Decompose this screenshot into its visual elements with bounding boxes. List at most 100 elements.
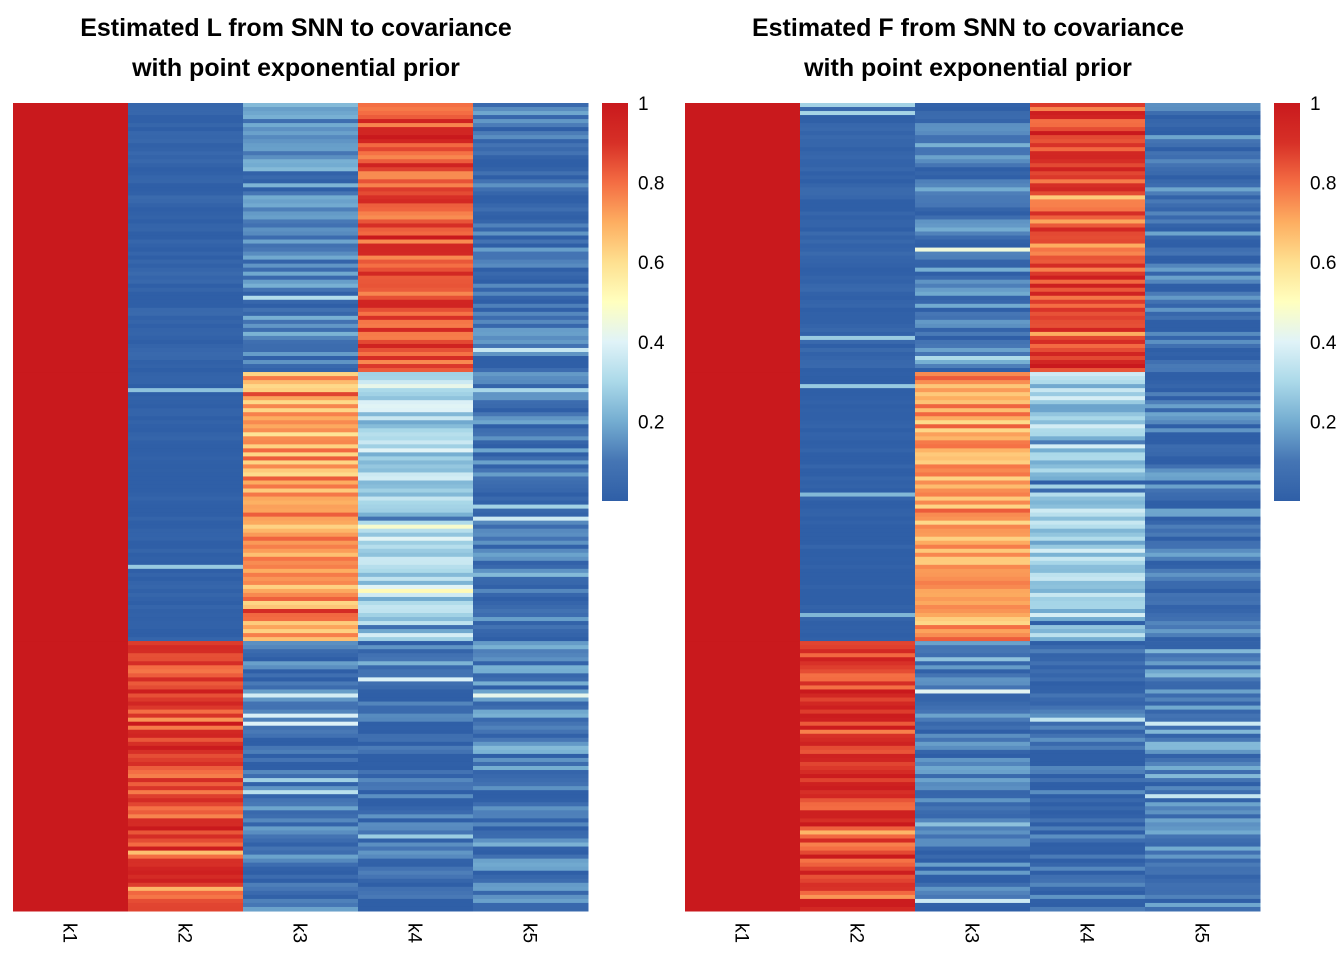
heatmap-stripe	[128, 798, 244, 803]
heatmap-stripe	[473, 460, 589, 465]
heatmap-stripe	[800, 818, 916, 823]
heatmap-stripe	[473, 163, 589, 168]
heatmap-stripe	[473, 524, 589, 530]
heatmap-stripe	[1030, 717, 1146, 723]
heatmap-stripe	[1145, 480, 1261, 485]
heatmap-stripe	[358, 408, 474, 413]
heatmap-stripe	[128, 291, 244, 297]
heatmap-stripe	[358, 227, 474, 232]
heatmap-stripe	[243, 147, 359, 152]
heatmap-stripe	[800, 127, 916, 132]
heatmap-stripe	[128, 741, 244, 747]
heatmap-stripe	[1145, 211, 1261, 216]
heatmap-stripe	[800, 778, 916, 783]
heatmap-stripe	[915, 107, 1031, 112]
heatmap-stripe	[358, 452, 474, 457]
heatmap-stripe	[800, 568, 916, 574]
heatmap-stripe	[243, 798, 359, 803]
heatmap-stripe	[1145, 319, 1261, 325]
heatmap-stripe	[1030, 175, 1146, 180]
heatmap-stripe	[915, 420, 1031, 425]
heatmap-stripe	[243, 259, 359, 265]
heatmap-stripe	[358, 396, 474, 401]
heatmap-stripe	[128, 452, 244, 457]
heatmap-stripe	[128, 215, 244, 220]
heatmap-stripe	[243, 898, 359, 904]
heatmap-stripe	[358, 311, 474, 317]
heatmap-stripe	[128, 609, 244, 614]
heatmap-stripe	[1145, 315, 1261, 321]
heatmap-stripe	[1030, 215, 1146, 220]
heatmap-stripe	[128, 356, 244, 361]
heatmap-stripe	[1145, 456, 1261, 461]
heatmap-stripe	[1030, 179, 1146, 184]
heatmap-stripe	[473, 902, 589, 908]
heatmap-stripe	[473, 580, 589, 586]
heatmap-stripe	[358, 307, 474, 313]
heatmap-stripe	[1145, 223, 1261, 228]
heatmap-stripe	[915, 263, 1031, 269]
heatmap-stripe	[243, 681, 359, 686]
heatmap-stripe	[243, 464, 359, 469]
heatmap-stripe	[358, 866, 474, 872]
heatmap-stripe	[800, 432, 916, 437]
heatmap-stripe	[358, 215, 474, 220]
heatmap-stripe	[800, 207, 916, 212]
heatmap-stripe	[1145, 834, 1261, 839]
heatmap-stripe	[800, 902, 916, 908]
heatmap-stripe	[128, 838, 244, 843]
heatmap-stripe	[1145, 123, 1261, 128]
heatmap-stripe	[473, 649, 589, 654]
heatmap-stripe	[358, 898, 474, 904]
heatmap-stripe	[915, 536, 1031, 542]
heatmap-stripe	[915, 653, 1031, 658]
heatmap-stripe	[473, 107, 589, 112]
heatmap-stripe	[473, 488, 589, 493]
heatmap-stripe	[800, 858, 916, 864]
heatmap-stripe	[243, 412, 359, 417]
heatmap-stripe	[1030, 123, 1146, 128]
heatmap-stripe	[358, 874, 474, 880]
heatmap-stripe	[473, 179, 589, 184]
heatmap-stripe	[800, 500, 916, 505]
heatmap-stripe	[1030, 613, 1146, 618]
heatmap-stripe	[1030, 814, 1146, 819]
heatmap-stripe	[1145, 625, 1261, 630]
heatmap-stripe	[358, 131, 474, 136]
column-label-k3: k3	[289, 923, 310, 943]
heatmap-stripe	[1030, 866, 1146, 872]
heatmap-stripe	[243, 396, 359, 401]
heatmap-stripe	[243, 335, 359, 341]
heatmap-stripe	[128, 733, 244, 739]
heatmap-stripe	[128, 810, 244, 815]
heatmap-stripe	[915, 802, 1031, 807]
heatmap-stripe	[358, 155, 474, 160]
heatmap-stripe	[128, 568, 244, 574]
heatmap-stripe	[473, 761, 589, 767]
heatmap-stripe	[915, 584, 1031, 590]
heatmap-stripe	[1030, 592, 1146, 598]
heatmap-stripe	[473, 798, 589, 803]
heatmap-stripe	[1030, 886, 1146, 892]
heatmap-stripe	[128, 448, 244, 453]
heatmap-stripe	[800, 143, 916, 148]
heatmap-stripe	[358, 167, 474, 172]
heatmap-stripe	[1145, 741, 1261, 747]
heatmap-stripe	[128, 737, 244, 743]
heatmap-stripe	[1145, 584, 1261, 590]
heatmap-stripe	[243, 111, 359, 116]
heatmap-stripe	[1030, 854, 1146, 860]
heatmap-stripe	[243, 802, 359, 807]
heatmap-stripe	[800, 412, 916, 417]
heatmap-stripe	[243, 175, 359, 180]
heatmap-stripe	[800, 657, 916, 662]
heatmap-stripe	[358, 709, 474, 715]
heatmap-stripe	[243, 745, 359, 751]
heatmap-stripe	[915, 874, 1031, 880]
heatmap-stripe	[800, 681, 916, 686]
heatmap-stripe	[128, 187, 244, 192]
heatmap-stripe	[243, 520, 359, 526]
heatmap-stripe	[358, 448, 474, 453]
heatmap-stripe	[800, 484, 916, 489]
